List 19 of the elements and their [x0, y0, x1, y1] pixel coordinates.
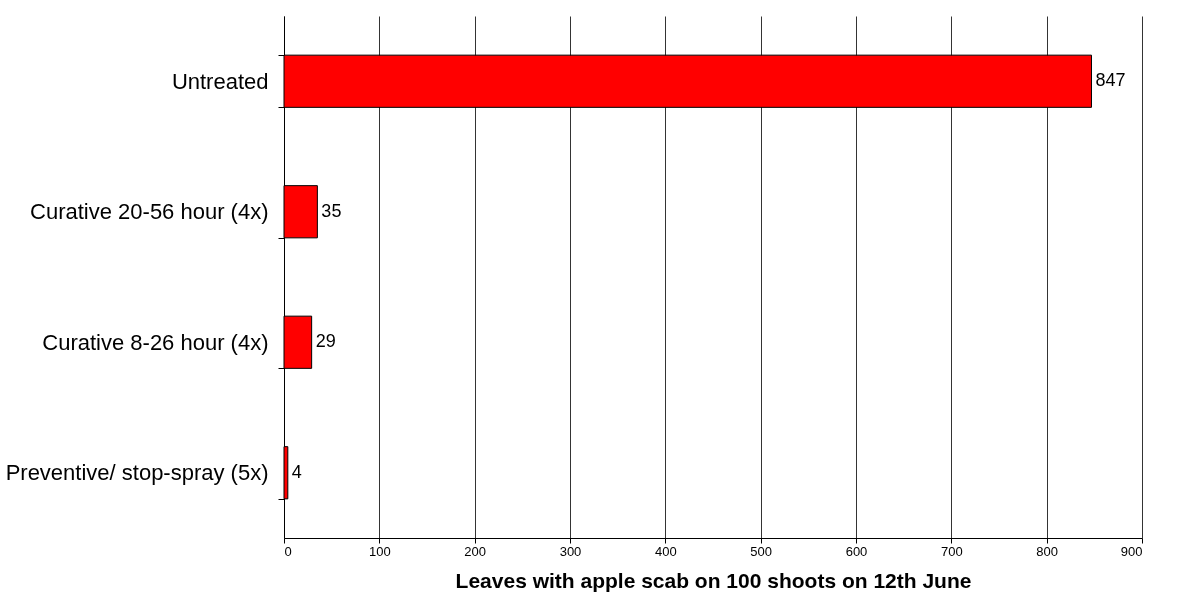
y-tick-label: Preventive/ stop-spray (5x)	[5, 460, 269, 486]
data-label: 29	[315, 331, 336, 352]
data-label: 35	[321, 200, 342, 221]
x-tick-label: 400	[654, 543, 677, 559]
x-tick-label: 600	[845, 543, 868, 559]
y-tick-label: Curative 8-26 hour (4x)	[42, 329, 269, 355]
x-tick-label: 100	[368, 543, 391, 559]
x-axis-title: Leaves with apple scab on 100 shoots on 12th June	[455, 568, 972, 592]
data-label: 4	[291, 461, 302, 482]
x-tick-label: 900	[1120, 543, 1143, 559]
x-tick-label: 700	[940, 543, 963, 559]
y-tick-label: Curative 20-56 hour (4x)	[30, 199, 269, 225]
x-tick-label: 0	[284, 543, 292, 559]
y-tick-label: Untreated	[171, 68, 269, 94]
x-tick-label: 800	[1036, 543, 1059, 559]
x-tick-label: 200	[464, 543, 487, 559]
x-tick-label: 300	[559, 543, 582, 559]
data-label: 847	[1095, 70, 1126, 91]
x-tick-label: 500	[750, 543, 773, 559]
